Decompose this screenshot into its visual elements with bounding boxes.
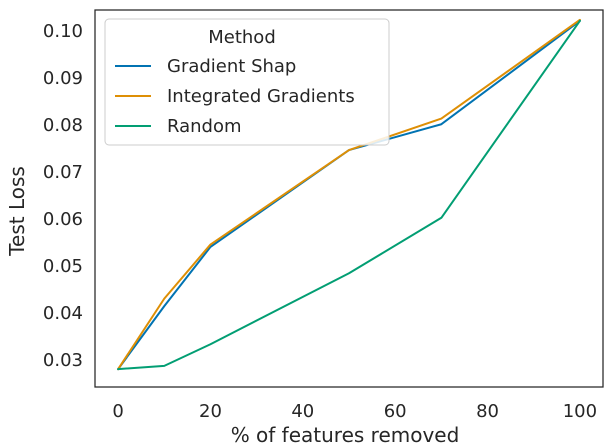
y-tick-label: 0.03 (43, 350, 83, 371)
legend: Method Gradient Shap Integrated Gradients R… (104, 18, 390, 146)
ticks: 0 20 40 60 80 100 0.03 0.04 0.05 0.06 0.07 0.08 0.09… (43, 21, 597, 422)
y-tick-label: 0.09 (43, 68, 83, 89)
x-tick-label: 100 (563, 401, 597, 422)
axes-frame (94, 9, 604, 388)
x-tick-label: 60 (384, 401, 407, 422)
y-tick-label: 0.06 (43, 209, 83, 230)
legend-label: Random (167, 116, 242, 137)
y-tick-label: 0.07 (43, 162, 83, 183)
plot-frame (94, 9, 604, 388)
x-tick-label: 0 (112, 401, 123, 422)
series-lines (117, 18, 581, 371)
y-tick-label: 0.05 (43, 256, 83, 277)
y-tick-label: 0.04 (43, 303, 83, 324)
y-tick-label: 0.10 (43, 21, 83, 42)
y-tick-label: 0.08 (43, 115, 83, 136)
legend-label: Gradient Shap (167, 56, 296, 77)
x-tick-label: 20 (199, 401, 222, 422)
x-axis-label: % of features removed (231, 423, 460, 447)
x-tick-label: 40 (291, 401, 314, 422)
series-line-random (117, 19, 581, 371)
legend-box (104, 18, 390, 146)
legend-title: Method (208, 27, 276, 48)
x-tick-label: 80 (476, 401, 499, 422)
series-line-integrated-gradients (117, 18, 581, 371)
legend-label: Integrated Gradients (167, 86, 355, 107)
y-axis-label: Test Loss (5, 166, 29, 257)
